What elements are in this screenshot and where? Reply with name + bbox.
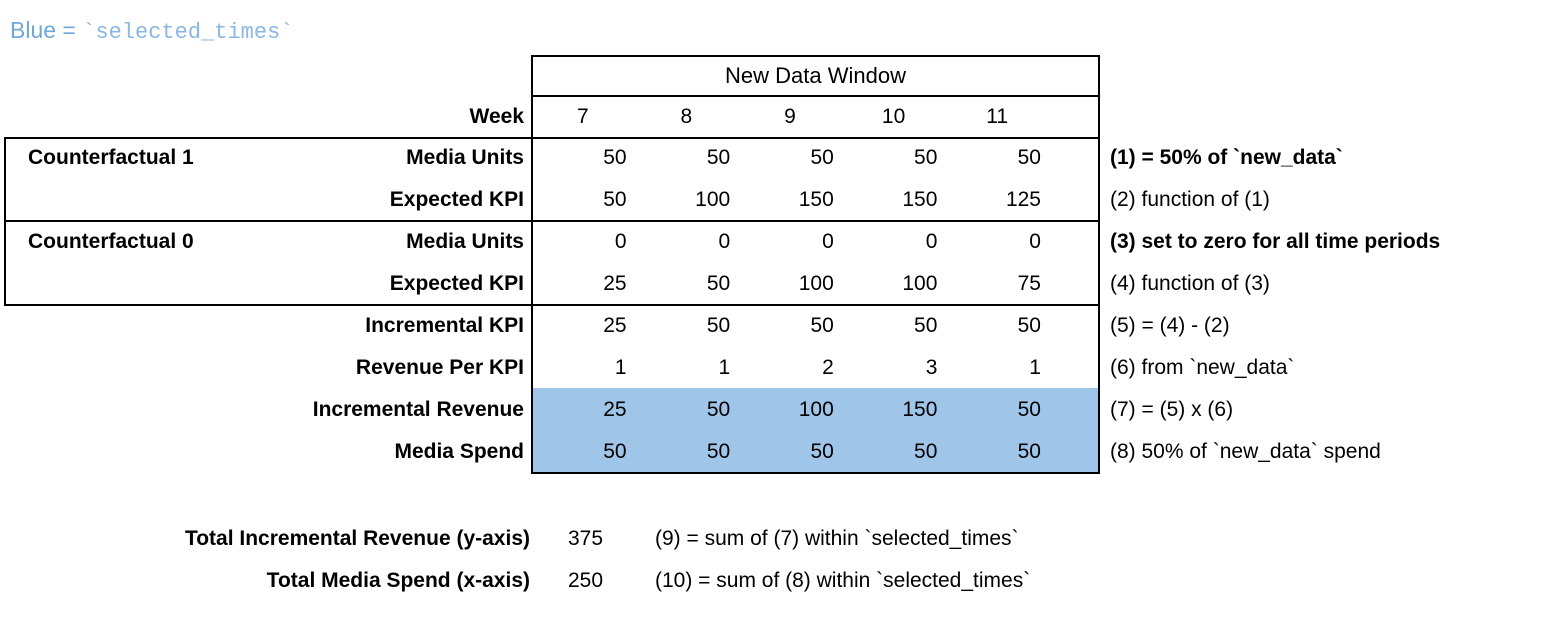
data-cell: 50 xyxy=(810,146,834,169)
total-media-spend-note: (10) = sum of (8) within `selected_times… xyxy=(655,569,1031,592)
data-cell: 1 xyxy=(1029,356,1041,379)
table-row-highlighted: 50 50 50 50 50 xyxy=(531,431,1049,473)
group-label-counterfactual-1: Counterfactual 1 xyxy=(28,146,194,169)
data-cell: 50 xyxy=(706,398,731,421)
counterfactual-0-box xyxy=(4,222,531,306)
new-data-window-header: New Data Window xyxy=(531,55,1100,97)
data-cell: 100 xyxy=(798,272,834,295)
counterfactual-1-box xyxy=(4,137,531,222)
data-cell: 50 xyxy=(706,272,731,295)
legend-note: Blue = `selected_times` xyxy=(10,14,293,46)
data-cell: 50 xyxy=(1017,398,1041,421)
data-cell: 25 xyxy=(603,314,627,337)
table-row: 50 50 50 50 50 xyxy=(531,137,1049,179)
data-cell: 50 xyxy=(603,440,627,463)
total-media-spend-value: 250 xyxy=(568,569,604,592)
data-cell: 50 xyxy=(1017,146,1041,169)
data-cell: 50 xyxy=(810,440,834,463)
week-cell: 11 xyxy=(986,105,1009,128)
week-cell: 10 xyxy=(881,105,906,128)
total-incremental-revenue-value: 375 xyxy=(568,527,604,550)
data-cell: 100 xyxy=(798,398,834,421)
row-label: Media Spend xyxy=(394,440,524,463)
data-cell: 50 xyxy=(603,188,627,211)
total-media-spend-label: Total Media Spend (x-axis) xyxy=(266,569,530,592)
row-note: (6) from `new_data` xyxy=(1110,356,1295,379)
data-cell: 50 xyxy=(603,146,627,169)
data-cell: 150 xyxy=(798,188,834,211)
row-note: (2) function of (1) xyxy=(1110,188,1270,211)
week-label: Week xyxy=(469,105,524,128)
data-cell: 50 xyxy=(810,314,834,337)
total-incremental-revenue-label: Total Incremental Revenue (y-axis) xyxy=(184,527,530,550)
row-label: Expected KPI xyxy=(389,272,524,295)
data-cell: 50 xyxy=(706,440,731,463)
row-note: (4) function of (3) xyxy=(1110,272,1270,295)
data-cell: 50 xyxy=(1017,440,1041,463)
data-cell: 25 xyxy=(603,398,627,421)
week-row: 7 8 9 10 11 xyxy=(531,96,1049,137)
data-cell: 0 xyxy=(822,230,834,253)
data-cell: 0 xyxy=(718,230,731,253)
data-cell: 50 xyxy=(914,314,938,337)
data-cell: 25 xyxy=(603,272,627,295)
data-cell: 0 xyxy=(1029,230,1041,253)
total-incremental-revenue-note: (9) = sum of (7) within `selected_times` xyxy=(655,527,1019,550)
data-cell: 50 xyxy=(1017,314,1041,337)
row-note: (8) 50% of `new_data` spend xyxy=(1110,440,1381,463)
data-cell: 1 xyxy=(718,356,731,379)
section-divider-counterfactual xyxy=(531,220,1100,222)
data-cell: 100 xyxy=(695,188,731,211)
data-cell: 50 xyxy=(914,146,938,169)
data-cell: 150 xyxy=(902,188,938,211)
row-note: (7) = (5) x (6) xyxy=(1110,398,1234,421)
row-label: Expected KPI xyxy=(389,188,524,211)
data-cell: 50 xyxy=(706,314,731,337)
row-label: Media Units xyxy=(406,230,524,253)
row-label: Media Units xyxy=(406,146,524,169)
selected-times-highlight xyxy=(533,388,1098,472)
table-row: 0 0 0 0 0 xyxy=(531,221,1049,263)
week-cell: 9 xyxy=(784,105,796,128)
row-note: (5) = (4) - (2) xyxy=(1110,314,1230,337)
week-cell: 7 xyxy=(576,105,589,128)
data-cell: 3 xyxy=(925,356,938,379)
data-cell: 0 xyxy=(925,230,938,253)
data-cell: 1 xyxy=(614,356,627,379)
data-cell: 2 xyxy=(822,356,834,379)
week-cell: 8 xyxy=(680,105,693,128)
row-label: Incremental KPI xyxy=(365,314,524,337)
week-row-borders xyxy=(531,96,1100,137)
table-row: 25 50 50 50 50 xyxy=(531,305,1049,347)
legend-note-prefix: Blue = xyxy=(10,17,83,43)
data-cell: 75 xyxy=(1017,272,1041,295)
data-cell: 50 xyxy=(706,146,731,169)
table-row: 1 1 2 3 1 xyxy=(531,347,1049,389)
table-row-highlighted: 25 50 100 150 50 xyxy=(531,389,1049,431)
group-label-counterfactual-0: Counterfactual 0 xyxy=(28,230,194,253)
data-cell: 50 xyxy=(914,440,938,463)
new-data-window-label: New Data Window xyxy=(725,63,906,88)
row-label: Incremental Revenue xyxy=(312,398,524,421)
data-cell: 125 xyxy=(1005,188,1041,211)
legend-note-code: `selected_times` xyxy=(82,20,294,45)
data-cell: 150 xyxy=(902,398,938,421)
row-note: (3) set to zero for all time periods xyxy=(1110,230,1441,253)
row-label: Revenue Per KPI xyxy=(355,356,524,379)
data-cell: 100 xyxy=(902,272,938,295)
section-divider-derived xyxy=(531,304,1100,306)
row-note: (1) = 50% of `new_data` xyxy=(1110,146,1343,169)
table-row: 50 100 150 150 125 xyxy=(531,179,1049,221)
table-row: 25 50 100 100 75 xyxy=(531,263,1049,305)
data-cell: 0 xyxy=(614,230,627,253)
